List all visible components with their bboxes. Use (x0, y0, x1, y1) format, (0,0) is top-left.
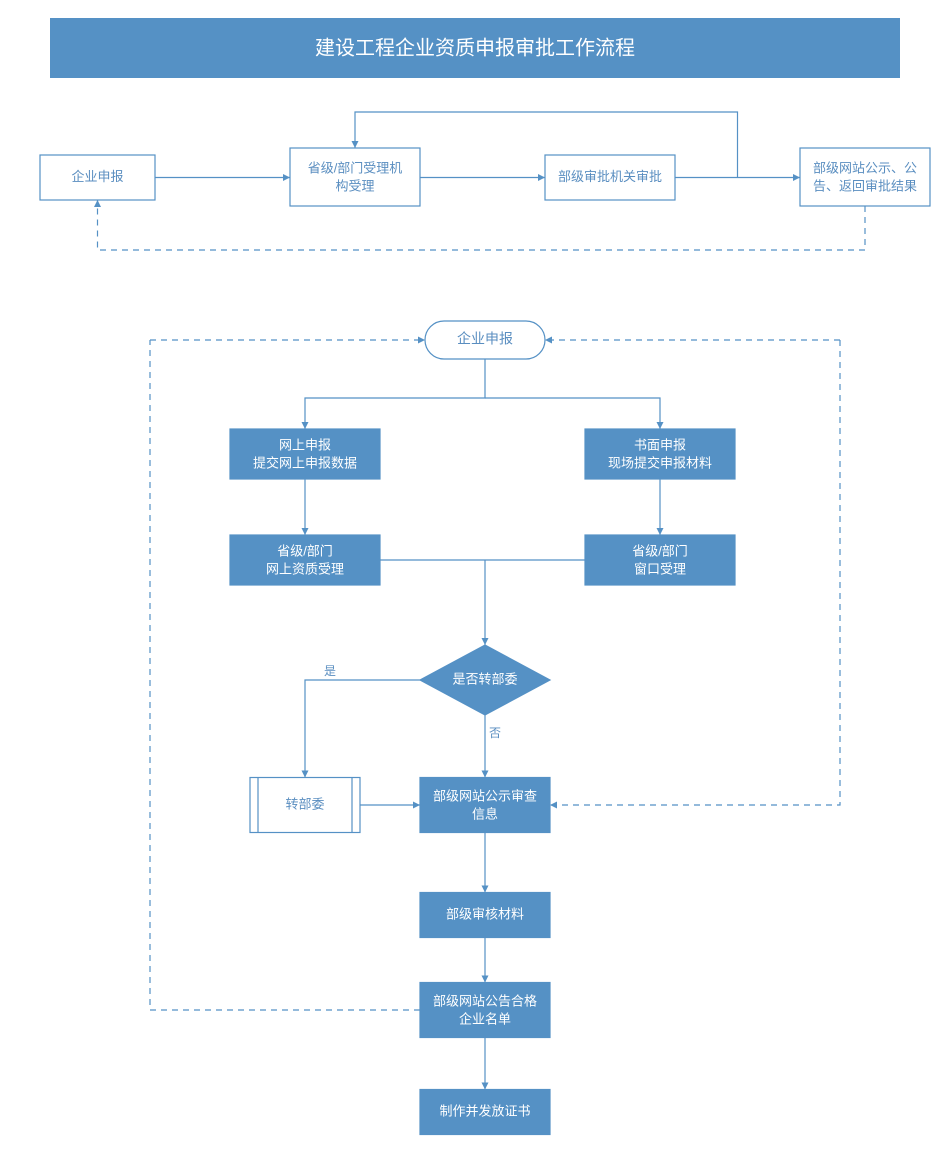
svg-text:现场提交申报材料: 现场提交申报材料 (608, 455, 712, 470)
edge-dashed (98, 200, 866, 250)
page-title: 建设工程企业资质申报审批工作流程 (315, 36, 635, 59)
svg-text:书面申报: 书面申报 (634, 437, 686, 452)
svg-text:部级网站公告合格: 部级网站公告合格 (433, 993, 537, 1008)
svg-text:部级审批机关审批: 部级审批机关审批 (558, 169, 662, 184)
svg-text:构受理: 构受理 (335, 178, 374, 193)
svg-text:省级/部门: 省级/部门 (632, 543, 688, 558)
node-announce-list (420, 983, 550, 1038)
svg-text:省级/部门受理机: 省级/部门受理机 (308, 160, 403, 175)
svg-text:窗口受理: 窗口受理 (634, 561, 686, 576)
svg-text:部级网站公示、公: 部级网站公示、公 (813, 160, 917, 175)
edge (485, 398, 660, 429)
svg-text:信息: 信息 (472, 806, 498, 821)
node-publish-info (420, 778, 550, 833)
svg-text:是: 是 (324, 664, 336, 678)
svg-text:企业申报: 企业申报 (71, 169, 123, 184)
svg-text:提交网上申报数据: 提交网上申报数据 (253, 455, 357, 470)
svg-text:转部委: 转部委 (285, 796, 324, 811)
svg-text:否: 否 (489, 726, 501, 740)
svg-text:部级审核材料: 部级审核材料 (446, 906, 524, 921)
svg-text:省级/部门: 省级/部门 (277, 543, 333, 558)
svg-text:企业名单: 企业名单 (459, 1011, 511, 1026)
edge (305, 359, 485, 429)
svg-text:网上申报: 网上申报 (279, 437, 331, 452)
svg-text:制作并发放证书: 制作并发放证书 (439, 1103, 530, 1118)
svg-text:部级网站公示审查: 部级网站公示审查 (433, 788, 537, 803)
flowchart: 建设工程企业资质申报审批工作流程企业申报省级/部门受理机构受理部级审批机关审批部… (0, 0, 949, 1150)
edge (305, 680, 420, 778)
svg-text:网上资质受理: 网上资质受理 (266, 561, 344, 576)
svg-text:企业申报: 企业申报 (457, 331, 513, 347)
node-publish-result (800, 148, 930, 206)
node-provincial-accept (290, 148, 420, 206)
svg-text:告、返回审批结果: 告、返回审批结果 (813, 178, 917, 193)
svg-text:是否转部委: 是否转部委 (452, 671, 517, 686)
